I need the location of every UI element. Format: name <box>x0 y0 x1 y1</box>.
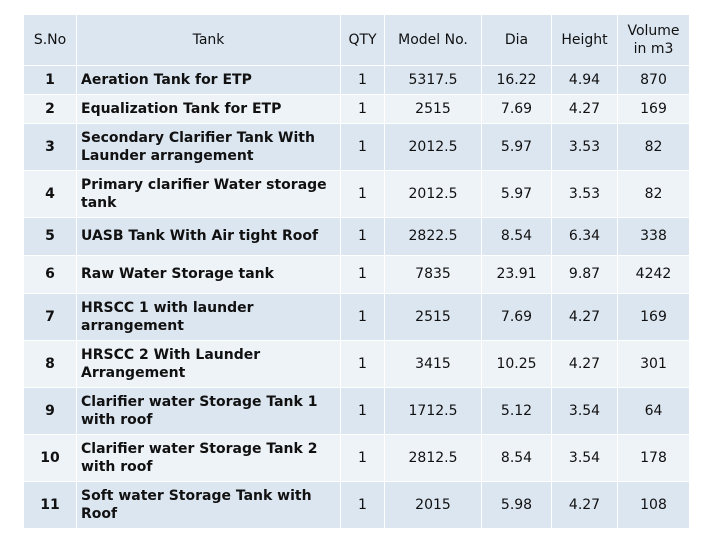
cell-height: 4.27 <box>551 340 618 388</box>
cell-sno: 10 <box>23 434 77 482</box>
cell-height: 3.54 <box>551 387 618 435</box>
cell-sno: 4 <box>23 170 77 218</box>
header-qty: QTY <box>340 14 385 66</box>
cell-model-no: 5317.5 <box>384 65 482 95</box>
cell-tank: Clarifier water Storage Tank 2 with roof <box>76 434 341 482</box>
cell-model-no: 7835 <box>384 255 482 294</box>
table-row: 5 UASB Tank With Air tight Roof 1 2822.5 8.5… <box>23 217 690 256</box>
tank-specification-table: S.No Tank QTY Model No. Dia Height Volum… <box>23 14 690 529</box>
cell-qty: 1 <box>340 481 385 529</box>
cell-sno: 2 <box>23 94 77 124</box>
header-tank: Tank <box>76 14 341 66</box>
table-row: 1 Aeration Tank for ETP 1 5317.5 16.22 4.94 87… <box>23 65 690 95</box>
cell-volume: 338 <box>617 217 690 256</box>
cell-volume: 178 <box>617 434 690 482</box>
cell-qty: 1 <box>340 217 385 256</box>
cell-qty: 1 <box>340 94 385 124</box>
cell-tank: Soft water Storage Tank with Roof <box>76 481 341 529</box>
cell-volume: 64 <box>617 387 690 435</box>
cell-qty: 1 <box>340 170 385 218</box>
cell-dia: 5.98 <box>481 481 552 529</box>
cell-height: 3.53 <box>551 123 618 171</box>
table-row: 9 Clarifier water Storage Tank 1 with roo… <box>23 387 690 435</box>
cell-volume: 82 <box>617 170 690 218</box>
cell-tank: Secondary Clarifier Tank With Launder ar… <box>76 123 341 171</box>
table-row: 6 Raw Water Storage tank 1 7835 23.91 9.87 424… <box>23 255 690 294</box>
cell-volume: 169 <box>617 293 690 341</box>
cell-model-no: 2822.5 <box>384 217 482 256</box>
cell-height: 3.53 <box>551 170 618 218</box>
cell-height: 3.54 <box>551 434 618 482</box>
cell-sno: 8 <box>23 340 77 388</box>
table-row: 2 Equalization Tank for ETP 1 2515 7.69 4.27 1… <box>23 94 690 124</box>
cell-volume: 169 <box>617 94 690 124</box>
header-height: Height <box>551 14 618 66</box>
cell-volume: 108 <box>617 481 690 529</box>
cell-tank: Raw Water Storage tank <box>76 255 341 294</box>
cell-tank: Equalization Tank for ETP <box>76 94 341 124</box>
cell-model-no: 2012.5 <box>384 123 482 171</box>
cell-dia: 16.22 <box>481 65 552 95</box>
cell-qty: 1 <box>340 293 385 341</box>
cell-qty: 1 <box>340 387 385 435</box>
header-model-no: Model No. <box>384 14 482 66</box>
cell-sno: 3 <box>23 123 77 171</box>
cell-dia: 5.12 <box>481 387 552 435</box>
cell-sno: 7 <box>23 293 77 341</box>
cell-height: 9.87 <box>551 255 618 294</box>
header-row: S.No Tank QTY Model No. Dia Height Volum… <box>23 14 690 66</box>
cell-dia: 7.69 <box>481 94 552 124</box>
table-row: 7 HRSCC 1 with launder arrangement 1 2515 7.… <box>23 293 690 341</box>
cell-model-no: 1712.5 <box>384 387 482 435</box>
table-row: 10 Clarifier water Storage Tank 2 with ro… <box>23 434 690 482</box>
cell-dia: 5.97 <box>481 170 552 218</box>
cell-tank: Aeration Tank for ETP <box>76 65 341 95</box>
cell-qty: 1 <box>340 123 385 171</box>
cell-sno: 11 <box>23 481 77 529</box>
cell-tank: Primary clarifier Water storage tank <box>76 170 341 218</box>
cell-dia: 23.91 <box>481 255 552 294</box>
table-row: 11 Soft water Storage Tank with Roof 1 2015… <box>23 481 690 529</box>
cell-sno: 9 <box>23 387 77 435</box>
cell-dia: 7.69 <box>481 293 552 341</box>
header-volume: Volume in m3 <box>617 14 690 66</box>
cell-qty: 1 <box>340 255 385 294</box>
cell-tank: HRSCC 1 with launder arrangement <box>76 293 341 341</box>
cell-model-no: 2515 <box>384 293 482 341</box>
cell-model-no: 2012.5 <box>384 170 482 218</box>
cell-height: 4.27 <box>551 481 618 529</box>
cell-qty: 1 <box>340 340 385 388</box>
cell-sno: 5 <box>23 217 77 256</box>
cell-dia: 5.97 <box>481 123 552 171</box>
cell-model-no: 2812.5 <box>384 434 482 482</box>
cell-qty: 1 <box>340 434 385 482</box>
table-row: 3 Secondary Clarifier Tank With Launder a… <box>23 123 690 171</box>
cell-volume: 301 <box>617 340 690 388</box>
cell-sno: 1 <box>23 65 77 95</box>
table-row: 8 HRSCC 2 With Launder Arrangement 1 3415 10… <box>23 340 690 388</box>
cell-model-no: 2515 <box>384 94 482 124</box>
cell-tank: UASB Tank With Air tight Roof <box>76 217 341 256</box>
cell-dia: 10.25 <box>481 340 552 388</box>
cell-tank: Clarifier water Storage Tank 1 with roof <box>76 387 341 435</box>
cell-height: 6.34 <box>551 217 618 256</box>
header-sno: S.No <box>23 14 77 66</box>
cell-volume: 82 <box>617 123 690 171</box>
table-row: 4 Primary clarifier Water storage tank 1 20… <box>23 170 690 218</box>
cell-height: 4.94 <box>551 65 618 95</box>
cell-model-no: 2015 <box>384 481 482 529</box>
cell-model-no: 3415 <box>384 340 482 388</box>
cell-height: 4.27 <box>551 293 618 341</box>
cell-volume: 4242 <box>617 255 690 294</box>
cell-height: 4.27 <box>551 94 618 124</box>
cell-sno: 6 <box>23 255 77 294</box>
cell-qty: 1 <box>340 65 385 95</box>
cell-volume: 870 <box>617 65 690 95</box>
cell-tank: HRSCC 2 With Launder Arrangement <box>76 340 341 388</box>
header-dia: Dia <box>481 14 552 66</box>
cell-dia: 8.54 <box>481 217 552 256</box>
cell-dia: 8.54 <box>481 434 552 482</box>
